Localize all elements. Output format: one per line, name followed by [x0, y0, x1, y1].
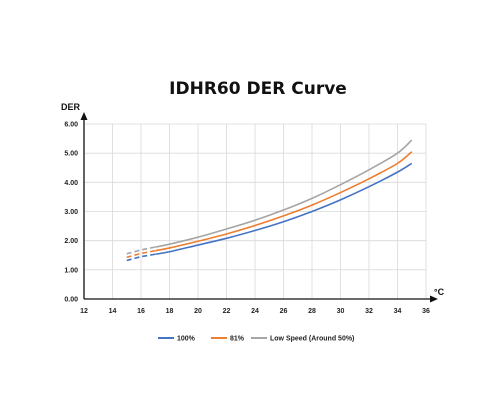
grid — [84, 123, 427, 299]
x-tick-label: 14 — [109, 308, 117, 315]
x-tick-label: 32 — [365, 308, 373, 315]
y-tick-label: 5.00 — [64, 151, 78, 158]
series-line-2 — [155, 139, 413, 248]
y-tick-label: 0.00 — [64, 297, 78, 304]
x-tick-label: 20 — [194, 308, 202, 315]
x-tick-label: 34 — [394, 308, 402, 315]
legend-label-0: 100% — [177, 336, 196, 343]
y-tick-label: 2.00 — [64, 238, 78, 245]
series-lines — [126, 139, 413, 262]
x-tick-label: 12 — [80, 308, 88, 315]
x-tick-label: 26 — [280, 308, 288, 315]
legend-label-2: Low Speed (Around 50%) — [270, 336, 354, 343]
x-tick-label: 24 — [251, 308, 259, 315]
series-line-0 — [155, 162, 413, 256]
chart-title: IDHR60 DER Curve — [169, 79, 347, 99]
x-tick-label: 36 — [422, 308, 430, 315]
y-tick-label: 4.00 — [64, 180, 78, 187]
x-tick-label: 16 — [137, 308, 145, 315]
series-line-1 — [155, 151, 413, 252]
x-tick-label: 28 — [308, 308, 316, 315]
x-tick-label: 22 — [223, 308, 231, 315]
axes: DER °C 12 14 16 18 20 22 24 26 28 30 32 34 36 0.00 1.00 2… — [61, 102, 445, 315]
y-tick-label: 1.00 — [64, 267, 78, 274]
x-axis-arrow — [430, 295, 438, 303]
series-line-dashed-1 — [126, 249, 156, 259]
y-axis-arrow — [80, 112, 88, 120]
x-tick-label: 18 — [166, 308, 174, 315]
y-tick-label: 6.00 — [64, 122, 78, 129]
legend-label-1: 81% — [230, 336, 245, 343]
x-axis-label: °C — [434, 287, 445, 297]
legend: 100% 81% Low Speed (Around 50%) — [158, 336, 354, 343]
x-tick-label: 30 — [337, 308, 345, 315]
y-tick-label: 3.00 — [64, 209, 78, 216]
series-line-dashed-0 — [126, 253, 156, 262]
y-axis-label: DER — [61, 102, 81, 112]
series-line-dashed-2 — [126, 246, 156, 255]
